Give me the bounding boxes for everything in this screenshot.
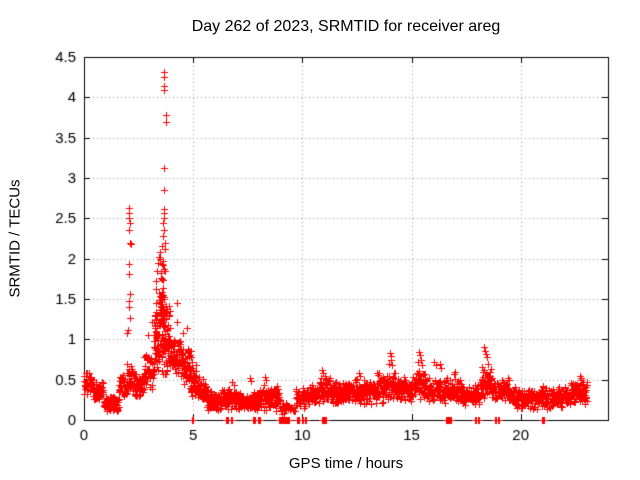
x-axis-label: GPS time / hours — [288, 455, 404, 472]
chart-title: Day 262 of 2023, SRMTID for receiver are… — [191, 18, 501, 35]
y-axis-label: SRMTID / TECUs — [6, 179, 24, 298]
y-axis-label-container: SRMTID / TECUs — [0, 57, 30, 420]
